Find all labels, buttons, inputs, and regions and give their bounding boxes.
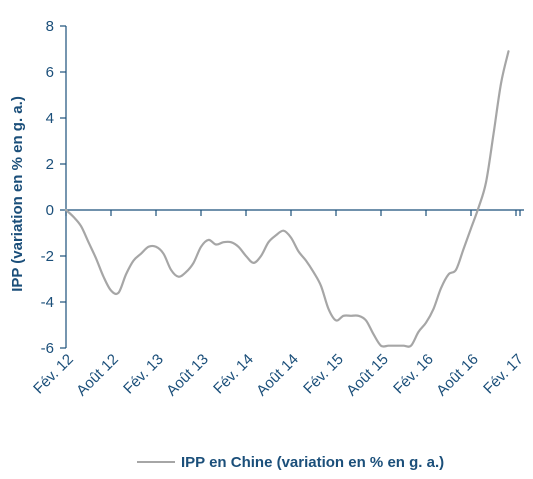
- y-tick-label: -4: [41, 294, 54, 311]
- x-tick-label: Août 12: [73, 351, 122, 400]
- y-tick-label: 2: [46, 156, 54, 173]
- y-tick-label: 4: [46, 110, 54, 127]
- x-tick-label: Août 14: [253, 351, 302, 400]
- x-tick-label: Fév. 12: [30, 351, 77, 398]
- y-tick-label: -6: [41, 340, 54, 357]
- x-tick-label: Fév. 14: [210, 351, 257, 398]
- y-tick-label: 6: [46, 64, 54, 81]
- x-tick-label: Fév. 16: [390, 351, 437, 398]
- axes: [60, 25, 524, 349]
- x-tick-label: Août 15: [343, 351, 392, 400]
- series-lines: [64, 50, 510, 348]
- x-tick-label: Fév. 15: [300, 351, 347, 398]
- x-tick-label: Août 16: [433, 351, 482, 400]
- x-tick-label: Fév. 17: [480, 351, 527, 398]
- legend: IPP en Chine (variation en % en g. a.): [137, 454, 444, 471]
- y-tick-label: -2: [41, 248, 54, 265]
- x-tick-label: Août 13: [163, 351, 212, 400]
- series-line: [64, 50, 510, 348]
- y-axis-title: IPP (variation en % en g. a.): [9, 96, 26, 292]
- y-tick-label: 0: [46, 202, 54, 219]
- y-tick-label: 8: [46, 18, 54, 35]
- legend-label: IPP en Chine (variation en % en g. a.): [181, 454, 444, 471]
- x-tick-label: Fév. 13: [120, 351, 167, 398]
